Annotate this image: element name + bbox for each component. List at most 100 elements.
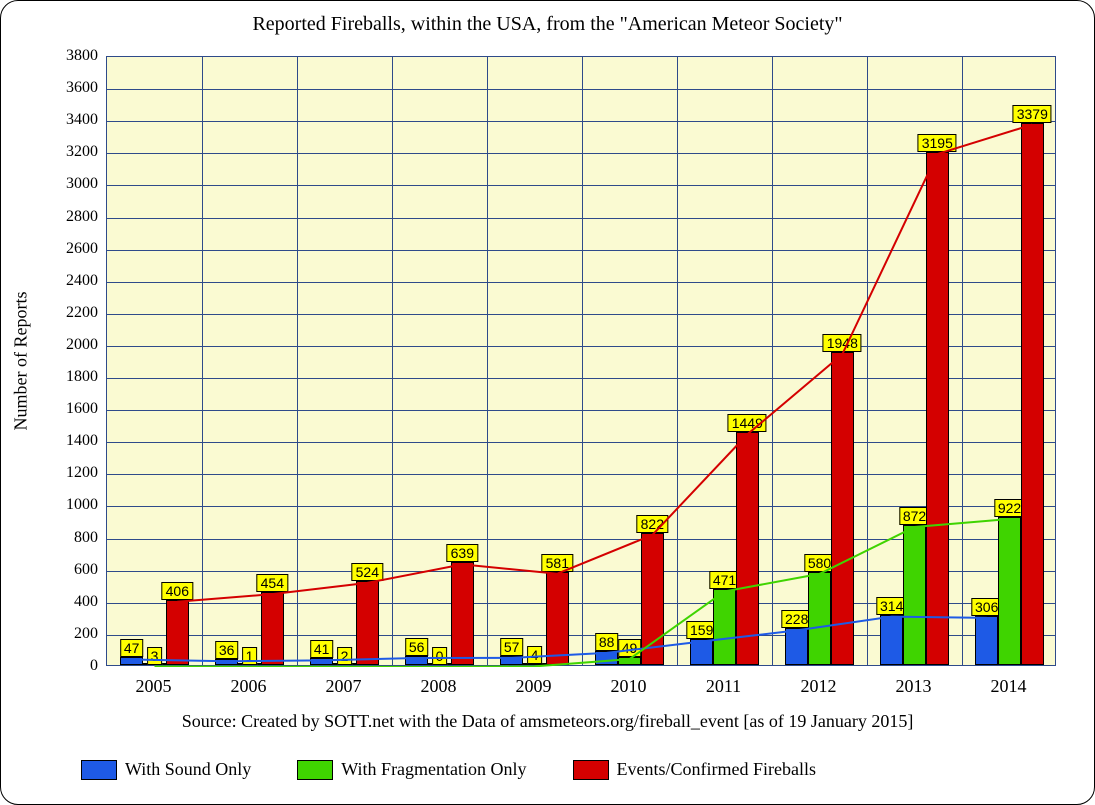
bar-sound [880, 615, 903, 665]
gridline-vertical [677, 57, 678, 665]
bar-sound [215, 659, 238, 665]
value-label: 1 [242, 647, 258, 665]
gridline-horizontal [107, 346, 1055, 347]
legend: With Sound Only With Fragmentation Only Ev… [81, 759, 816, 780]
gridline-vertical [582, 57, 583, 665]
gridline-horizontal [107, 218, 1055, 219]
gridline-horizontal [107, 89, 1055, 90]
bar-frag [618, 657, 641, 665]
bar-events [1021, 123, 1044, 665]
y-axis-label: Number of Reports [11, 292, 32, 431]
value-label: 57 [500, 638, 524, 656]
value-label: 454 [257, 574, 288, 592]
y-tick-label: 200 [48, 625, 98, 643]
y-tick-label: 1200 [48, 464, 98, 482]
value-label: 822 [637, 515, 668, 533]
x-tick-label: 2010 [611, 676, 647, 697]
x-tick-label: 2013 [896, 676, 932, 697]
gridline-horizontal [107, 314, 1055, 315]
gridline-horizontal [107, 410, 1055, 411]
legend-swatch [573, 760, 609, 780]
value-label: 639 [447, 544, 478, 562]
x-tick-label: 2009 [516, 676, 552, 697]
value-label: 56 [405, 638, 429, 656]
y-tick-label: 3400 [48, 111, 98, 129]
gridline-vertical [867, 57, 868, 665]
x-tick-label: 2008 [421, 676, 457, 697]
gridline-vertical [962, 57, 963, 665]
y-tick-label: 2800 [48, 208, 98, 226]
y-tick-label: 600 [48, 561, 98, 579]
x-tick-label: 2005 [136, 676, 172, 697]
value-label: 3195 [918, 134, 957, 152]
bar-events [451, 562, 474, 665]
y-tick-label: 800 [48, 529, 98, 547]
x-tick-label: 2006 [231, 676, 267, 697]
y-tick-label: 3800 [48, 47, 98, 65]
bar-sound [595, 651, 618, 665]
bar-sound [120, 657, 143, 665]
value-label: 1948 [823, 334, 862, 352]
value-label: 47 [120, 639, 144, 657]
bar-events [546, 572, 569, 665]
gridline-horizontal [107, 378, 1055, 379]
value-label: 41 [310, 640, 334, 658]
value-label: 406 [162, 582, 193, 600]
legend-label: With Sound Only [125, 759, 251, 780]
y-tick-label: 2200 [48, 304, 98, 322]
bar-sound [785, 628, 808, 665]
value-label: 581 [542, 554, 573, 572]
gridline-horizontal [107, 121, 1055, 122]
bar-events [926, 152, 949, 665]
bar-events [831, 352, 854, 665]
gridline-horizontal [107, 250, 1055, 251]
source-note: Source: Created by SOTT.net with the Dat… [1, 711, 1094, 732]
value-label: 49 [618, 639, 642, 657]
y-tick-label: 2600 [48, 240, 98, 258]
bar-frag [808, 572, 831, 665]
bar-frag [713, 589, 736, 665]
gridline-vertical [772, 57, 773, 665]
y-tick-label: 3000 [48, 175, 98, 193]
bar-sound [405, 656, 428, 665]
y-tick-label: 1400 [48, 432, 98, 450]
legend-swatch [297, 760, 333, 780]
x-tick-label: 2007 [326, 676, 362, 697]
bar-frag [998, 517, 1021, 665]
plot-area: 4734063614544125245606395745818849822159… [106, 56, 1056, 666]
value-label: 2 [337, 647, 353, 665]
legend-item: With Sound Only [81, 759, 251, 780]
value-label: 1449 [728, 414, 767, 432]
value-label: 3 [147, 647, 163, 665]
value-label: 524 [352, 563, 383, 581]
gridline-vertical [487, 57, 488, 665]
gridline-horizontal [107, 153, 1055, 154]
gridline-horizontal [107, 442, 1055, 443]
gridline-vertical [392, 57, 393, 665]
value-label: 36 [215, 641, 239, 659]
legend-swatch [81, 760, 117, 780]
y-tick-label: 1000 [48, 496, 98, 514]
bar-sound [500, 656, 523, 665]
legend-label: Events/Confirmed Fireballs [617, 759, 816, 780]
legend-item: With Fragmentation Only [297, 759, 526, 780]
y-tick-label: 3200 [48, 143, 98, 161]
y-tick-label: 1800 [48, 368, 98, 386]
value-label: 4 [527, 646, 543, 664]
y-tick-label: 2400 [48, 272, 98, 290]
bar-events [736, 432, 759, 665]
y-tick-label: 0 [48, 657, 98, 675]
gridline-vertical [297, 57, 298, 665]
x-tick-label: 2011 [706, 676, 741, 697]
y-tick-label: 2000 [48, 336, 98, 354]
gridline-horizontal [107, 474, 1055, 475]
legend-label: With Fragmentation Only [341, 759, 526, 780]
gridline-horizontal [107, 185, 1055, 186]
bar-events [261, 592, 284, 665]
chart-container: Reported Fireballs, within the USA, from… [0, 0, 1095, 805]
bar-sound [310, 658, 333, 665]
bar-events [356, 581, 379, 665]
value-label: 3379 [1013, 105, 1052, 123]
value-label: 0 [432, 647, 448, 665]
gridline-horizontal [107, 282, 1055, 283]
